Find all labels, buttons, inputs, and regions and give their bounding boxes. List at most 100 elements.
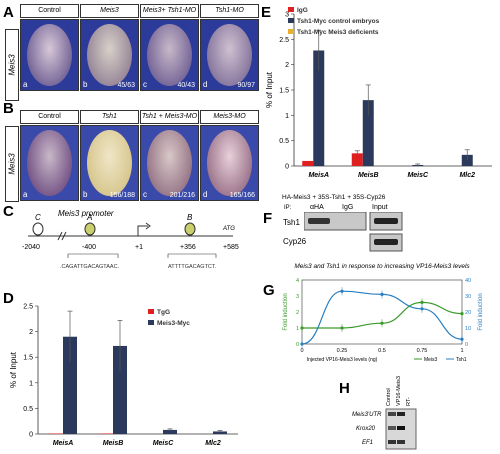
- y-left-tick-label: 1: [296, 326, 299, 332]
- site-c: [32, 222, 44, 236]
- x-tick-label: MeisB: [103, 440, 124, 447]
- panel-a-header-1: Control: [20, 4, 79, 18]
- atg-label: ATG: [222, 226, 235, 232]
- panel-b-embryo-1: a: [20, 125, 79, 201]
- legend-label: Tsh1-Myc control embryos: [297, 18, 380, 25]
- bar-meisb-2: [362, 100, 374, 166]
- tss-arrow: [137, 225, 148, 236]
- pos-4: +356: [180, 244, 196, 251]
- series-line-tsh1: [301, 290, 463, 345]
- blot-f-ip-label: IP:: [284, 205, 292, 211]
- promoter-diagram: Meis3 promoter C A B ATG -2040 -400 +1 +…: [22, 209, 239, 270]
- panel-a-header-2: Meis3: [80, 4, 139, 18]
- y-tick-label: 1.5: [279, 88, 289, 95]
- y-right-tick-label: 10: [465, 326, 471, 332]
- y-left-tick-label: 3: [296, 294, 299, 300]
- pos-1: -2040: [22, 244, 40, 251]
- embryo-shape: [27, 24, 72, 86]
- chart-g: Meis3 and Tsh1 in response to increasing…: [283, 263, 484, 363]
- legend-swatch: [288, 18, 294, 23]
- panel-b-corner-2: b: [83, 190, 88, 199]
- panel-label-h: H: [339, 380, 350, 397]
- legend-label: Tsh1: [456, 357, 467, 363]
- break-mark-2: [61, 231, 67, 241]
- break-mark-1: [57, 231, 63, 241]
- panel-a-embryo-3: c 40/43: [140, 19, 199, 91]
- chart-d: 0 0.5 1 1.5 2 2.5 % of Input MeisA MeisB MeisC Mlc…: [9, 304, 238, 447]
- bracket-a: [67, 253, 119, 258]
- site-c-label: C: [35, 213, 41, 222]
- tss-arrow-head: [145, 222, 151, 230]
- legend-swatch: [148, 320, 154, 325]
- y-right-label: Fold induction: [478, 293, 484, 330]
- panel-label-g: G: [263, 282, 275, 299]
- x-tick-label: MeisA: [308, 172, 329, 179]
- bar-mlc2-2: [461, 154, 473, 166]
- blot-f-row-2: Cyp26: [283, 237, 307, 246]
- x-tick-label: Mlc2: [459, 172, 475, 179]
- panel-a-header-4: Tsh1-MO: [200, 4, 259, 18]
- gel-h-row-3: EF1: [362, 440, 373, 446]
- legend-label: IgG: [297, 7, 308, 14]
- panel-b-embryo-3: c 201/216: [140, 125, 199, 201]
- y-tick-label: 2.5: [279, 37, 289, 44]
- panel-label-f: F: [263, 210, 273, 227]
- bar-mlc2-2: [213, 431, 227, 434]
- legend-swatch: [148, 309, 154, 314]
- y-right-tick-label: 40: [465, 278, 471, 284]
- panel-b-embryo-2: b 156/188: [80, 125, 139, 201]
- legend-label: Meis3-Myc: [157, 320, 190, 327]
- x-tick-label: MeisC: [153, 440, 175, 447]
- panel-b-header-3: Tsh1 + Meis3-MO: [140, 110, 199, 124]
- panel-a-count-4: 90/97: [237, 82, 255, 89]
- legend-label: Meis3: [424, 357, 438, 363]
- site-a-label: A: [86, 213, 92, 222]
- panel-b-row-label: Meis3: [5, 126, 19, 202]
- pos-3: +1: [135, 244, 143, 251]
- embryo-shape: [207, 24, 252, 86]
- y-right-tick-label: 30: [465, 294, 471, 300]
- embryo-shape: [87, 130, 132, 196]
- y-left-label: Fold induction: [283, 293, 289, 330]
- panel-label-d: D: [3, 290, 14, 307]
- x-tick-label: MeisC: [407, 172, 429, 179]
- blot-f-lane-2: IgG: [342, 204, 354, 211]
- bar-meisa-2: [63, 336, 77, 434]
- panel-a-row-label: Meis3: [5, 29, 19, 101]
- y-tick-label: 1: [285, 113, 289, 120]
- panel-a-embryo-4: d 90/97: [200, 19, 259, 91]
- legend-label: TgG: [157, 309, 170, 316]
- embryo-shape: [87, 24, 132, 86]
- seq-b: ATTTTGACAGTCT.: [168, 264, 217, 270]
- y-axis-label: % of Input: [265, 71, 274, 108]
- panel-b-header-2: Tsh1: [80, 110, 139, 124]
- bracket-b: [167, 253, 217, 258]
- legend-swatch: [288, 7, 294, 12]
- blot-f-lane-3: Input: [372, 204, 388, 211]
- blot-f-image: [304, 212, 403, 252]
- panel-b-corner-4: d: [203, 190, 208, 199]
- legend-label: Tsh1-Myc Meis3 deficients: [297, 29, 379, 36]
- gel-h-lane-1: Control: [386, 388, 392, 406]
- site-b-label: B: [187, 213, 193, 222]
- x-tick-label: Mlc2: [205, 440, 221, 447]
- panel-a-corner-3: c: [143, 80, 147, 89]
- panel-a-embryo-2: b 45/63: [80, 19, 139, 91]
- panel-b-count-2: 156/188: [109, 192, 135, 199]
- panel-b-corner-3: c: [143, 190, 147, 199]
- panel-a-count-3: 40/43: [177, 82, 195, 89]
- bar-meisb-1: [351, 153, 363, 166]
- panel-b-count-4: 165/166: [229, 192, 255, 199]
- panel-a-corner-1: a: [23, 80, 28, 89]
- panel-b-header-1: Control: [20, 110, 79, 124]
- panel-a-corner-2: b: [83, 80, 88, 89]
- gel-h-lane-3: RT-: [406, 397, 412, 406]
- panel-label-b: B: [3, 100, 14, 117]
- panel-label-a: A: [3, 4, 14, 21]
- y-right-tick-label: 0: [465, 342, 468, 348]
- panel-b-corner-1: a: [23, 190, 28, 199]
- panel-b-header-4: Meis3-MO: [200, 110, 259, 124]
- site-a: [84, 222, 96, 236]
- y-tick-label: 2.5: [23, 304, 33, 311]
- y-tick-label: 3: [285, 12, 289, 19]
